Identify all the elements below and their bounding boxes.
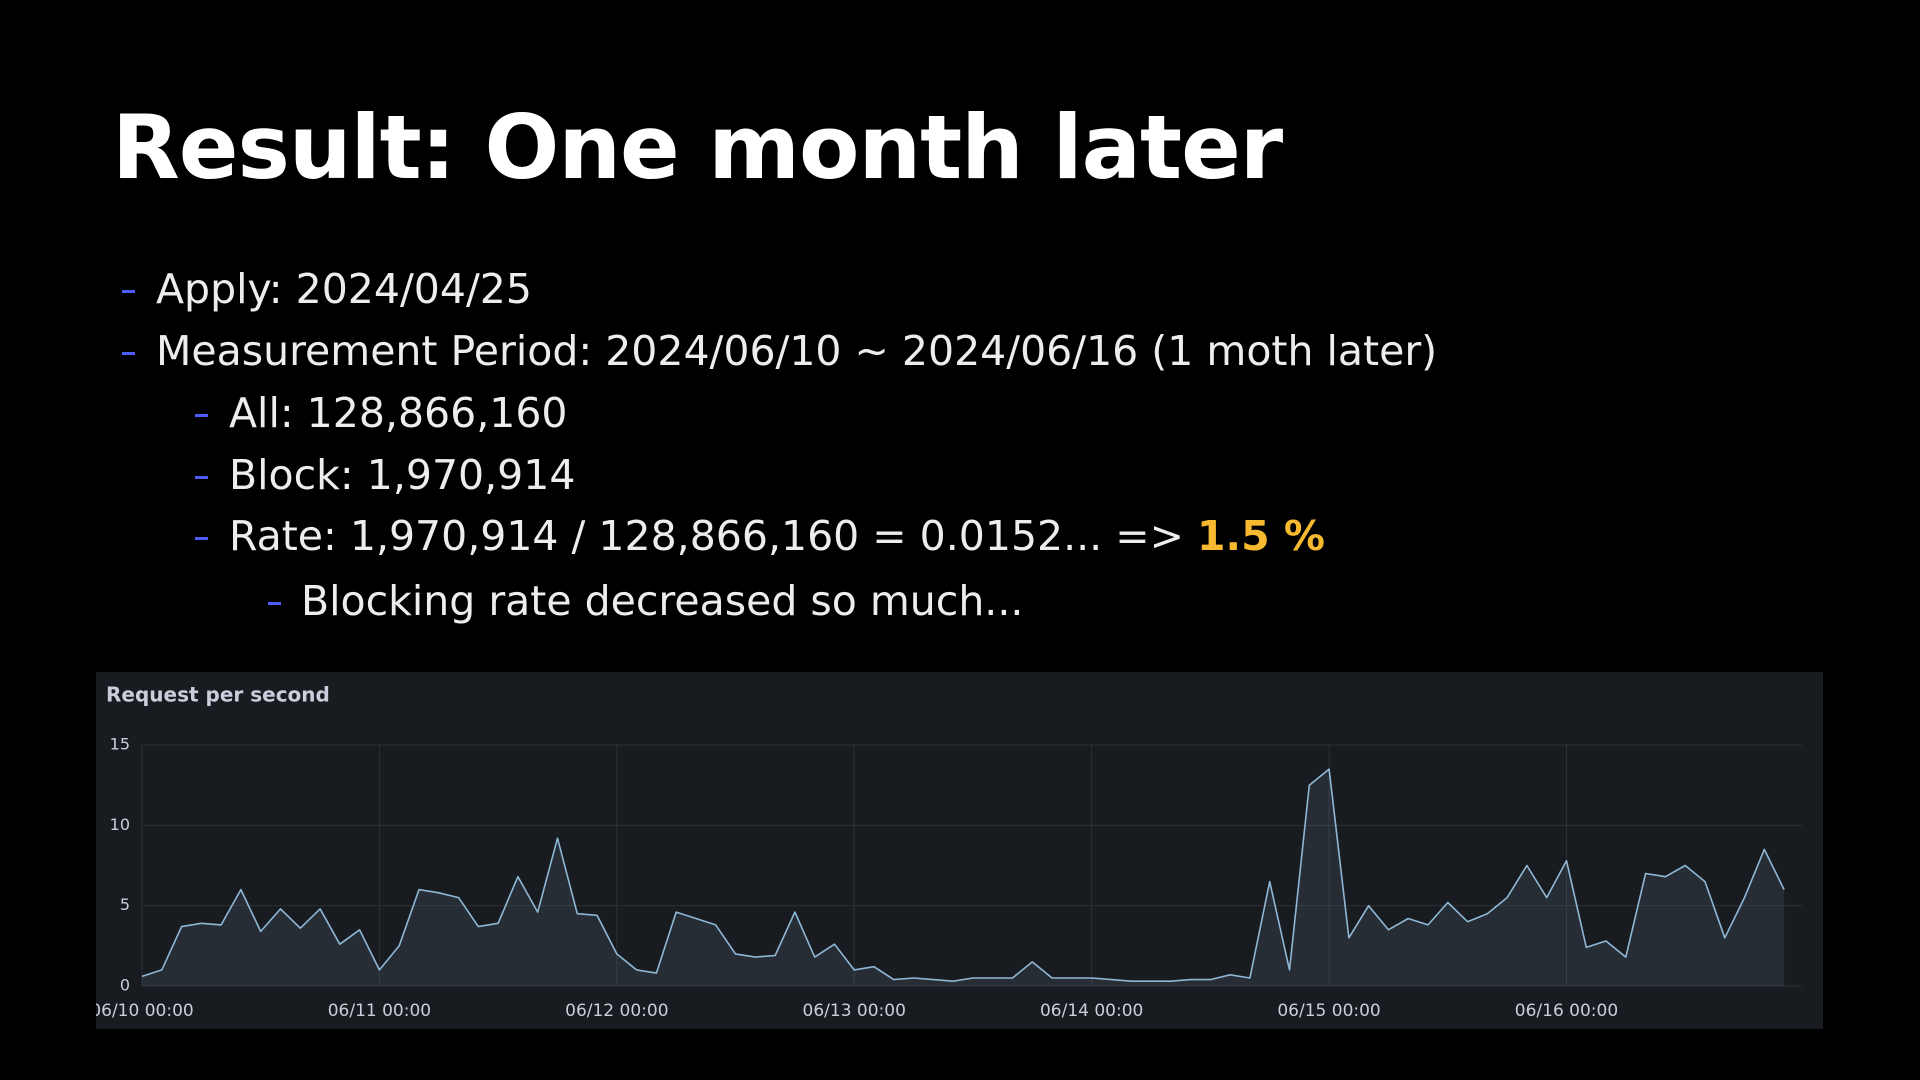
bullet-text: Measurement Period: 2024/06/10 ~ 2024/06… xyxy=(156,326,1437,376)
bullet-dash xyxy=(195,476,208,479)
x-tick-label: 06/14 00:00 xyxy=(1040,1001,1143,1021)
bullet-label: All: 128,866,160 xyxy=(229,389,568,437)
bullet-text: Blocking rate decreased so much... xyxy=(301,576,1023,626)
bullet-text: Rate: 1,970,914 / 128,866,160 = 0.0152..… xyxy=(229,511,1325,561)
line xyxy=(141,768,1785,982)
x-tick-label: 06/11 00:00 xyxy=(328,1001,431,1021)
area xyxy=(142,769,1785,986)
x-tick-label: 06/10 00:00 xyxy=(96,1001,194,1021)
y-tick-label: 10 xyxy=(110,815,130,834)
chart-panel: Request per second 0 5 10 15 06/10 00:00 06/1… xyxy=(96,672,1823,1029)
x-tick-label: 06/16 00:00 xyxy=(1515,1001,1618,1021)
chart-title: Request per second xyxy=(106,683,330,707)
chart: Request per second 0 5 10 15 06/10 00:00 06/1… xyxy=(96,683,1802,1021)
y-tick-label: 15 xyxy=(110,735,130,754)
bullet-dash xyxy=(195,537,208,540)
bullet-text: Apply: 2024/04/25 xyxy=(156,264,532,314)
x-tick-label: 06/12 00:00 xyxy=(565,1001,668,1021)
bullet-dash xyxy=(122,290,135,293)
bullet-label: Measurement Period: 2024/06/10 ~ 2024/06… xyxy=(156,327,1438,375)
x-tick-label: 06/13 00:00 xyxy=(803,1001,906,1021)
y-tick-label: 5 xyxy=(120,895,130,914)
bullet-text: Block: 1,970,914 xyxy=(229,450,575,500)
bullet-dash xyxy=(268,602,281,605)
slide-title: Result: One month later xyxy=(112,96,1283,199)
y-tick-label: 0 xyxy=(120,976,130,995)
bullet-label: Apply: 2024/04/25 xyxy=(156,265,532,313)
bullet-dash xyxy=(122,352,135,355)
bullet-label: Rate: 1,970,914 / 128,866,160 = 0.0152..… xyxy=(229,512,1197,560)
bullet-label: Blocking rate decreased so much... xyxy=(301,577,1024,625)
highlight: 1.5 % xyxy=(1196,512,1325,560)
x-tick-label: 06/15 00:00 xyxy=(1277,1001,1380,1021)
bullet-dash xyxy=(195,414,208,417)
bullet-text: All: 128,866,160 xyxy=(229,388,568,438)
bullet-label: Block: 1,970,914 xyxy=(229,451,576,499)
